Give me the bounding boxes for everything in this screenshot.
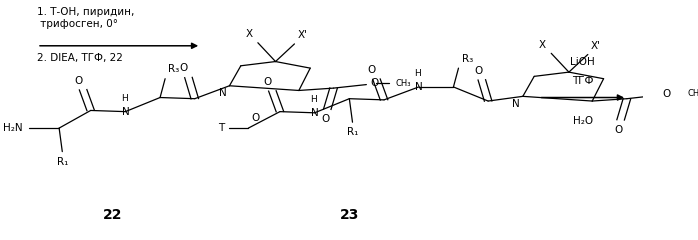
Text: X: X [246,29,253,39]
Text: ТГФ: ТГФ [572,76,593,86]
Text: 22: 22 [103,208,123,222]
Text: O: O [370,78,378,88]
Text: O: O [475,66,483,76]
Text: CH₃: CH₃ [395,79,411,88]
Text: R₁: R₁ [57,157,68,167]
Text: H: H [121,94,128,103]
Text: N: N [415,82,422,92]
Text: H₂O: H₂O [572,116,593,126]
Text: R₁: R₁ [347,127,358,137]
Text: X': X' [297,30,308,40]
Text: O: O [251,113,260,123]
Text: 2. DIEA, ТГФ, 22: 2. DIEA, ТГФ, 22 [37,53,123,63]
Text: O: O [615,125,623,135]
Text: N: N [311,108,318,118]
Text: N: N [512,99,520,109]
Text: T: T [218,123,225,133]
Text: R₃: R₃ [461,54,473,64]
Text: O: O [367,65,376,75]
Text: O: O [321,114,329,125]
Text: O: O [662,89,671,99]
Text: CH₃: CH₃ [688,90,698,98]
Text: N: N [218,88,226,98]
Text: H: H [414,69,421,78]
Text: O: O [263,77,272,87]
Text: X: X [539,40,546,50]
Text: O: O [179,63,188,73]
Text: LiOH: LiOH [570,57,595,67]
Text: H₂N: H₂N [3,123,22,133]
Text: 1. Т-ОН, пиридин,
 трифосген, 0°: 1. Т-ОН, пиридин, трифосген, 0° [37,7,135,29]
Text: R₃: R₃ [168,65,179,74]
Text: X': X' [591,41,601,51]
Text: N: N [121,107,129,117]
Text: H: H [310,95,317,104]
Text: 23: 23 [340,208,359,222]
Text: O: O [74,76,82,85]
